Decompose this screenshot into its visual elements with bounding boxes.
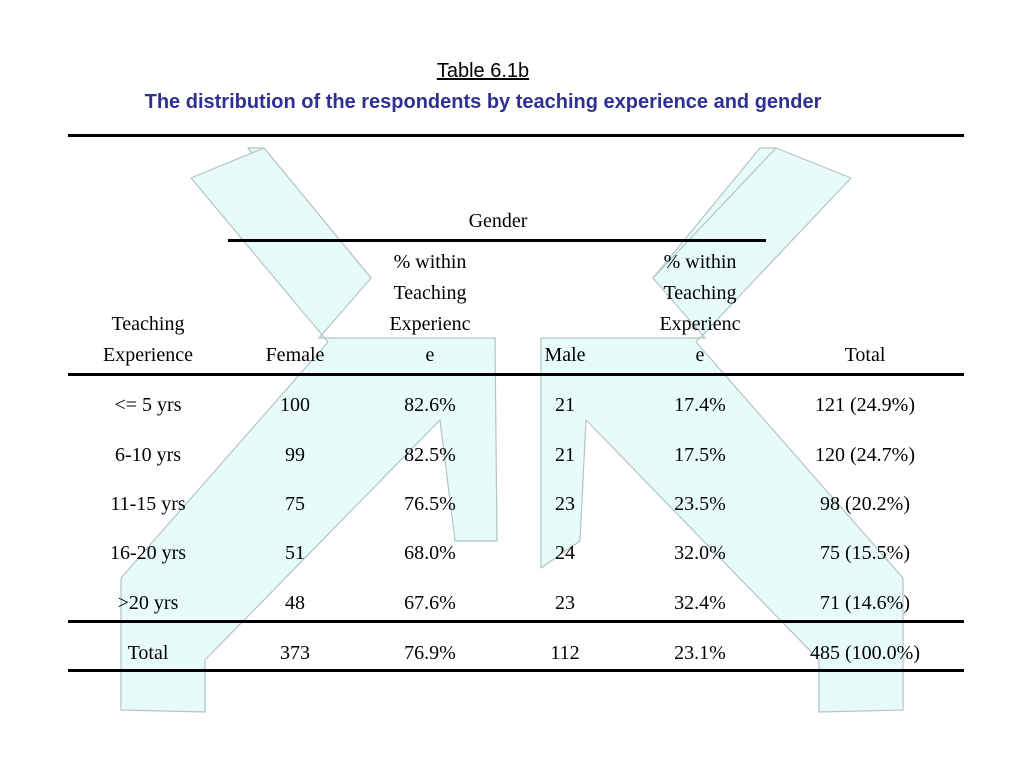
row-label: <= 5 yrs (114, 394, 182, 416)
table-cell: 48 (285, 592, 305, 614)
table-cell: 17.5% (674, 444, 726, 466)
column-header-line: % within (393, 251, 467, 273)
table-cell: 75 (15.5%) (820, 542, 910, 564)
table-cell: 32.0% (674, 542, 726, 564)
column-header: Total (800, 340, 930, 371)
table-cell: 68.0% (404, 542, 456, 564)
total-cell: 76.9% (404, 642, 456, 664)
top-rule (68, 134, 964, 137)
table-cell: 71 (14.6%) (820, 592, 910, 614)
table-cell: 82.5% (404, 444, 456, 466)
column-header: Teaching Experience (83, 309, 213, 371)
column-header-line: Female (265, 344, 325, 366)
table-subtitle: The distribution of the respondents by t… (144, 91, 822, 113)
table-cell: 23 (555, 493, 575, 515)
table-title: Table 6.1b (436, 60, 530, 82)
total-row-label: Total (127, 642, 169, 664)
row-label: 6-10 yrs (114, 444, 182, 466)
table-cell: 98 (20.2%) (820, 493, 910, 515)
table-cell: 21 (555, 444, 575, 466)
column-header: % within Teaching Experienc e (365, 247, 495, 371)
column-header-line: Male (544, 344, 586, 366)
table-cell: 23 (555, 592, 575, 614)
column-header-line: Teaching (663, 282, 737, 304)
column-header-line: % within (663, 251, 737, 273)
table-cell: 99 (285, 444, 305, 466)
gender-rule (228, 239, 766, 242)
table-cell: 32.4% (674, 592, 726, 614)
total-cell: 23.1% (674, 642, 726, 664)
column-header-line: e (695, 344, 705, 366)
column-header-line: Teaching (393, 282, 467, 304)
table-cell: 121 (24.9%) (815, 394, 915, 416)
row-label: 11-15 yrs (110, 493, 186, 515)
column-header-line: Experience (103, 344, 193, 366)
table-cell: 67.6% (404, 592, 456, 614)
column-header-line: e (425, 344, 435, 366)
table-cell: 75 (285, 493, 305, 515)
total-cell: 112 (550, 642, 580, 664)
gender-group-header: Gender (468, 210, 528, 232)
column-header-line: Experienc (659, 313, 741, 335)
right-arrow (540, 147, 904, 713)
column-header-line: Total (844, 344, 886, 366)
table-cell: 23.5% (674, 493, 726, 515)
table-cell: 51 (285, 542, 305, 564)
total-cell: 485 (100.0%) (810, 642, 920, 664)
header-rule (68, 373, 964, 376)
column-header-line: Teaching (111, 313, 185, 335)
table-cell: 100 (280, 394, 310, 416)
column-header-line: Experienc (389, 313, 471, 335)
table-cell: 21 (555, 394, 575, 416)
table-cell: 82.6% (404, 394, 456, 416)
total-rule (68, 620, 964, 623)
table-cell: 17.4% (674, 394, 726, 416)
column-header: % within Teaching Experienc e (635, 247, 765, 371)
column-header: Female (230, 340, 360, 371)
row-label: 16-20 yrs (109, 542, 187, 564)
bottom-rule (68, 669, 964, 672)
table-cell: 24 (555, 542, 575, 564)
table-cell: 76.5% (404, 493, 456, 515)
total-cell: 373 (280, 642, 310, 664)
table-cell: 120 (24.7%) (815, 444, 915, 466)
row-label: >20 yrs (117, 592, 179, 614)
left-arrow (120, 147, 498, 713)
column-header: Male (500, 340, 630, 371)
